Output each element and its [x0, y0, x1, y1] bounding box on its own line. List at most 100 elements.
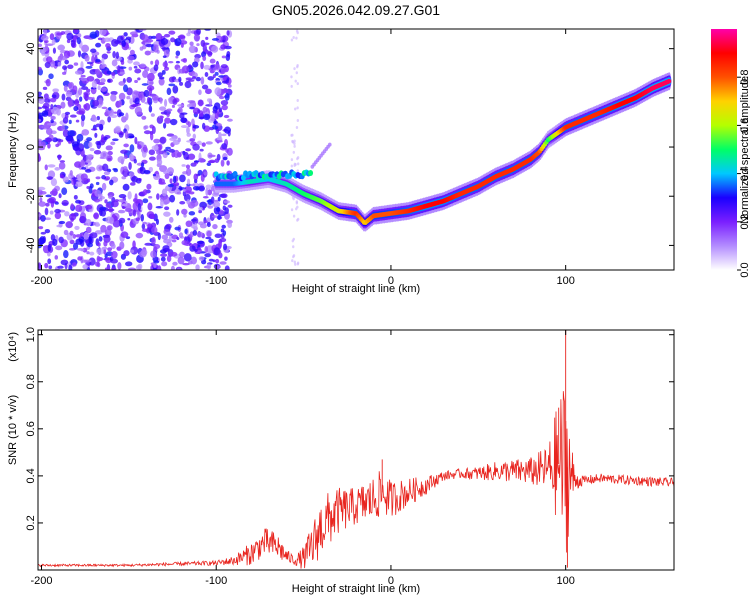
noise-speckle: [296, 162, 300, 166]
noise-speckle: [45, 127, 53, 136]
noise-speckle: [108, 106, 112, 111]
noise-speckle: [51, 38, 56, 46]
noise-speckle: [159, 106, 167, 111]
noise-speckle: [141, 115, 147, 120]
noise-speckle: [44, 164, 48, 171]
noise-speckle: [106, 225, 113, 231]
noise-speckle: [111, 59, 118, 67]
noise-speckle: [198, 185, 205, 192]
noise-speckle: [89, 232, 98, 239]
noise-speckle: [197, 250, 202, 253]
noise-speckle: [206, 263, 212, 270]
noise-speckle: [142, 144, 148, 153]
noise-speckle: [183, 213, 187, 218]
noise-speckle: [60, 101, 66, 109]
noise-speckle: [91, 128, 98, 131]
noise-speckle: [143, 130, 152, 135]
noise-speckle: [186, 103, 193, 108]
noise-speckle: [177, 35, 186, 39]
noise-speckle: [207, 76, 215, 81]
noise-speckle: [181, 240, 188, 246]
noise-speckle: [159, 97, 163, 104]
noise-speckle: [47, 142, 51, 149]
noise-speckle: [124, 130, 129, 140]
noise-speckle: [103, 240, 108, 247]
noise-speckle: [97, 37, 103, 41]
noise-speckle: [296, 106, 299, 110]
noise-speckle: [182, 188, 186, 193]
noise-speckle: [38, 153, 41, 162]
noise-speckle: [217, 214, 221, 220]
noise-speckle: [190, 256, 198, 265]
noise-speckle: [147, 72, 155, 82]
noise-speckle: [47, 244, 52, 252]
noise-speckle: [186, 126, 190, 135]
noise-speckle: [143, 170, 151, 174]
noise-speckle: [162, 61, 168, 68]
noise-speckle: [127, 55, 135, 61]
noise-speckle: [118, 92, 126, 101]
noise-speckle: [183, 253, 192, 262]
noise-speckle: [168, 83, 176, 87]
noise-speckle: [88, 257, 96, 266]
noise-speckle: [195, 76, 201, 82]
noise-speckle: [110, 258, 118, 264]
noise-speckle: [104, 176, 111, 181]
noise-speckle: [58, 220, 66, 225]
noise-speckle: [164, 66, 170, 71]
noise-speckle: [175, 55, 179, 59]
snr-scale-label: (x10⁴): [7, 332, 19, 362]
noise-speckle: [160, 199, 164, 208]
noise-speckle: [147, 223, 153, 228]
noise-speckle: [119, 241, 125, 250]
noise-speckle: [104, 267, 110, 270]
noise-speckle: [137, 77, 141, 81]
noise-speckle: [214, 158, 220, 163]
noise-speckle: [203, 113, 211, 121]
noise-speckle: [40, 35, 49, 41]
noise-speckle: [172, 140, 180, 145]
noise-speckle: [172, 98, 178, 105]
noise-speckle: [82, 264, 89, 270]
noise-speckle: [296, 98, 299, 102]
noise-speckle: [174, 226, 181, 231]
noise-speckle: [160, 38, 169, 46]
noise-speckle: [222, 205, 226, 211]
noise-speckle: [70, 138, 75, 145]
noise-speckle: [163, 170, 168, 175]
noise-speckle: [183, 151, 189, 160]
y-tick-label: 0.4: [25, 468, 37, 483]
noise-speckle: [57, 265, 64, 269]
noise-speckle: [195, 186, 200, 191]
noise-speckle: [80, 61, 84, 69]
noise-speckle: [100, 87, 107, 92]
snr-xlabel: Height of straight line (km): [292, 583, 420, 595]
noise-speckle: [218, 107, 222, 113]
noise-speckle: [101, 57, 105, 65]
spectrogram-frame: [37, 28, 675, 271]
noise-speckle: [149, 213, 155, 220]
noise-speckle: [150, 60, 154, 65]
noise-speckle: [161, 188, 168, 197]
noise-speckle: [83, 104, 88, 110]
noise-speckle: [220, 228, 225, 233]
noise-speckle: [68, 264, 73, 270]
noise-speckle: [73, 194, 78, 200]
noise-speckle: [107, 150, 113, 156]
noise-speckle: [58, 139, 64, 143]
noise-speckle: [111, 38, 119, 47]
noise-speckle: [171, 239, 177, 243]
noise-speckle: [123, 143, 129, 148]
noise-speckle: [101, 106, 108, 110]
noise-speckle: [167, 183, 174, 188]
noise-speckle: [105, 145, 113, 151]
noise-speckle: [70, 203, 74, 210]
noise-speckle: [296, 205, 299, 209]
y-tick-label: 0.8: [25, 374, 37, 389]
noise-speckle: [95, 176, 101, 180]
noise-speckle: [100, 209, 107, 217]
noise-speckle: [151, 226, 158, 234]
noise-speckle: [292, 255, 295, 259]
noise-speckle: [97, 85, 101, 91]
